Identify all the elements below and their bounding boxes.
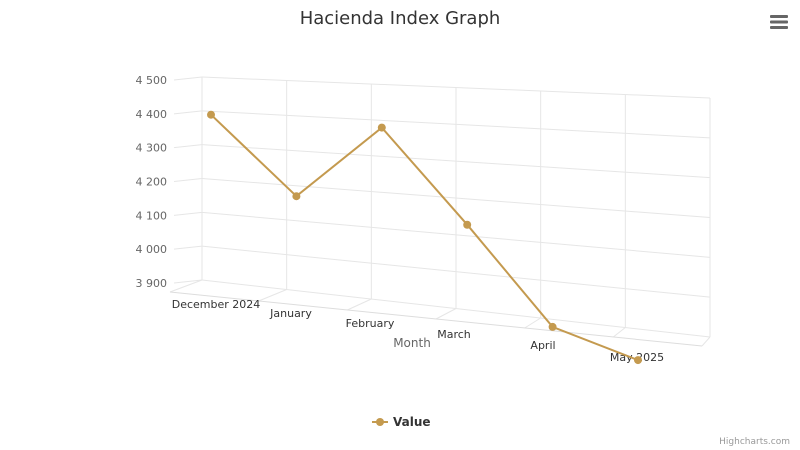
data-point[interactable] (548, 322, 557, 331)
data-point[interactable] (207, 110, 215, 119)
x-tick-label: February (346, 317, 395, 330)
legend-marker-symbol[interactable] (376, 418, 384, 426)
grid-line-y-side (173, 178, 203, 182)
data-point[interactable] (463, 220, 472, 229)
series-value[interactable] (207, 110, 642, 365)
legend-item-value[interactable]: Value (393, 415, 431, 429)
grid-line-y-side (173, 245, 203, 250)
y-tick-label: 4 000 (136, 243, 168, 256)
floor-line (435, 308, 457, 320)
x-tick-label: December 2024 (172, 298, 261, 311)
y-tick-label: 4 200 (136, 176, 168, 189)
x-axis-title: Month (393, 336, 431, 350)
credits-link[interactable]: Highcharts.com (719, 437, 790, 447)
floor-line (613, 327, 626, 338)
data-point[interactable] (292, 192, 301, 201)
data-point[interactable] (634, 356, 642, 365)
grid-line-y-side (173, 279, 203, 284)
x-tick-label: April (530, 339, 555, 352)
grid-line-y-side (173, 110, 203, 115)
x-tick-label: March (437, 328, 471, 341)
floor-line (169, 279, 203, 293)
legend[interactable]: Value (372, 415, 431, 429)
context-menu-button[interactable] (766, 10, 792, 34)
y-tick-label: 4 100 (136, 209, 168, 222)
x-tick-label: January (269, 307, 312, 320)
chart-title: Hacienda Index Graph (300, 8, 501, 29)
series-line[interactable] (210, 113, 639, 362)
x-axis-ticks: December 2024JanuaryFebruaryMarchAprilMa… (172, 298, 664, 364)
grid-line-y-side (173, 76, 203, 81)
hamburger-menu-icon[interactable] (770, 15, 788, 29)
grid (169, 76, 711, 347)
floor-line (701, 336, 711, 347)
grid-line-y-side (173, 144, 203, 149)
floor-line (258, 289, 287, 302)
y-axis-ticks: 3 900 4 000 4 100 4 200 4 300 4 400 4 500 (136, 74, 168, 290)
y-tick-label: 3 900 (136, 277, 168, 290)
y-tick-label: 4 300 (136, 142, 168, 155)
data-point[interactable] (377, 123, 386, 132)
y-tick-label: 4 500 (136, 74, 168, 87)
floor-line (347, 298, 372, 311)
floor-front-edge (169, 291, 703, 347)
floor-line (524, 317, 541, 329)
grid-line-y-side (173, 211, 203, 216)
y-tick-label: 4 400 (136, 108, 168, 121)
